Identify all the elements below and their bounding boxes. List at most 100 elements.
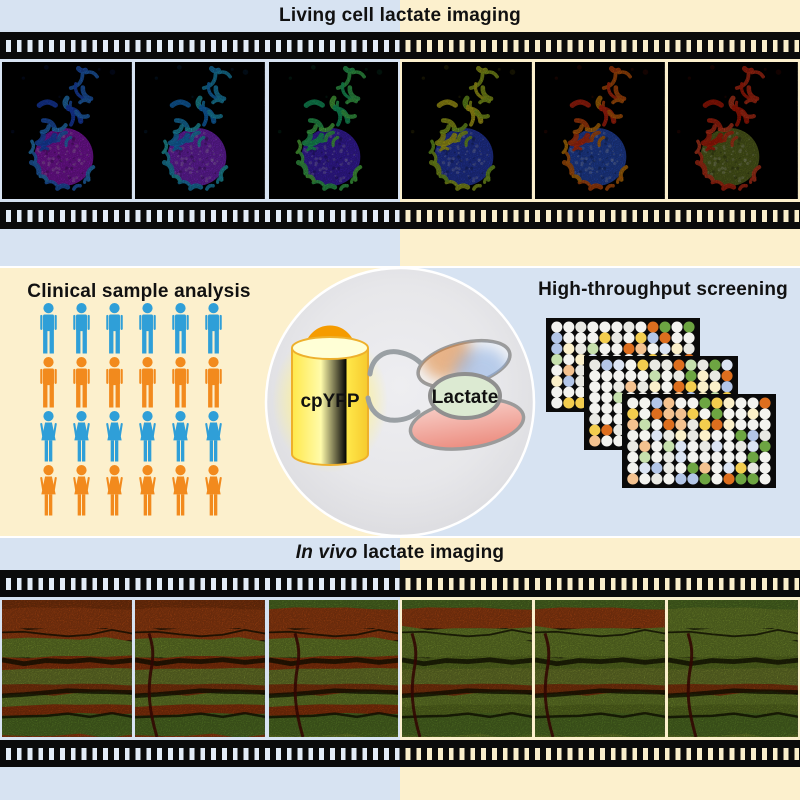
- person-pictogram: [38, 357, 59, 408]
- well: [671, 343, 683, 355]
- well: [723, 419, 735, 431]
- well: [551, 397, 563, 409]
- well: [723, 408, 735, 420]
- female-person-icon: [205, 411, 222, 462]
- person-pictogram: [38, 303, 59, 354]
- cell-frame: [401, 62, 532, 199]
- well: [601, 413, 613, 425]
- well: [639, 473, 651, 485]
- well: [627, 451, 639, 463]
- cell-micrograph: [535, 62, 665, 199]
- well: [627, 408, 639, 420]
- linker-bottom: [365, 395, 421, 423]
- person-pictogram: [104, 411, 125, 462]
- male-person-icon: [40, 303, 57, 354]
- well: [759, 462, 771, 474]
- well: [601, 370, 613, 382]
- well: [735, 419, 747, 431]
- well: [563, 364, 575, 376]
- well: [711, 473, 723, 485]
- person-pictogram: [104, 303, 125, 354]
- well: [661, 381, 673, 393]
- well: [759, 430, 771, 442]
- well: [647, 321, 659, 333]
- cell-micrograph: [668, 62, 798, 199]
- well: [747, 408, 759, 420]
- film-sprocket-strip: [0, 570, 800, 597]
- well: [587, 343, 599, 355]
- cell-micrograph: [401, 62, 532, 199]
- male-person-icon: [139, 357, 156, 408]
- cell-micrograph: [268, 62, 399, 199]
- well: [575, 354, 587, 366]
- male-person-icon: [172, 357, 189, 408]
- well: [671, 332, 683, 344]
- well: [663, 440, 675, 452]
- film-holes: [0, 209, 800, 222]
- clinical-title: Clinical sample analysis: [27, 281, 251, 302]
- well: [575, 375, 587, 387]
- screening-title: High-throughput screening: [538, 279, 788, 300]
- well: [721, 370, 733, 382]
- well: [723, 462, 735, 474]
- film-bar: [0, 221, 800, 229]
- well: [551, 375, 563, 387]
- person-pictogram: [170, 411, 191, 462]
- well: [675, 397, 687, 409]
- invivo-title-rest: lactate imaging: [362, 542, 505, 563]
- well: [687, 408, 699, 420]
- well: [651, 440, 663, 452]
- well: [735, 430, 747, 442]
- film-bar: [0, 51, 800, 59]
- well: [683, 332, 695, 344]
- barrel-rim: [291, 336, 369, 360]
- well: [675, 440, 687, 452]
- well: [661, 370, 673, 382]
- well: [589, 424, 601, 436]
- cell-frame: [135, 62, 265, 199]
- muscle-micrograph: [535, 600, 665, 737]
- muscle-frame: [535, 600, 665, 737]
- female-person-icon: [73, 411, 90, 462]
- well: [685, 359, 697, 371]
- well: [675, 430, 687, 442]
- well: [627, 419, 639, 431]
- well: [575, 364, 587, 376]
- well: [709, 359, 721, 371]
- muscle-micrograph: [2, 600, 132, 737]
- person-pictogram: [38, 465, 59, 516]
- film-bar: [0, 202, 800, 210]
- well: [563, 386, 575, 398]
- film-bar: [0, 740, 800, 748]
- film-holes: [0, 39, 800, 52]
- male-person-icon: [205, 357, 222, 408]
- well: [613, 359, 625, 371]
- well: [711, 408, 723, 420]
- film-holes: [0, 747, 800, 760]
- person-pictogram: [170, 357, 191, 408]
- well: [611, 332, 623, 344]
- film-holes: [0, 577, 800, 590]
- well: [723, 397, 735, 409]
- well: [639, 408, 651, 420]
- well: [747, 462, 759, 474]
- well: [627, 397, 639, 409]
- well: [623, 332, 635, 344]
- sensor-illustration: cpYFP Lactate: [264, 266, 536, 538]
- well: [639, 451, 651, 463]
- invivo-title-italic: In vivo: [295, 542, 358, 563]
- male-person-icon: [73, 303, 90, 354]
- well: [699, 440, 711, 452]
- cell-micrograph: [135, 62, 265, 199]
- well: [697, 359, 709, 371]
- muscle-frame: [668, 600, 798, 737]
- well: [735, 397, 747, 409]
- person-pictogram: [203, 411, 224, 462]
- well: [723, 473, 735, 485]
- well: [649, 370, 661, 382]
- well: [589, 402, 601, 414]
- well: [589, 413, 601, 425]
- well: [589, 435, 601, 447]
- well: [699, 451, 711, 463]
- well: [663, 408, 675, 420]
